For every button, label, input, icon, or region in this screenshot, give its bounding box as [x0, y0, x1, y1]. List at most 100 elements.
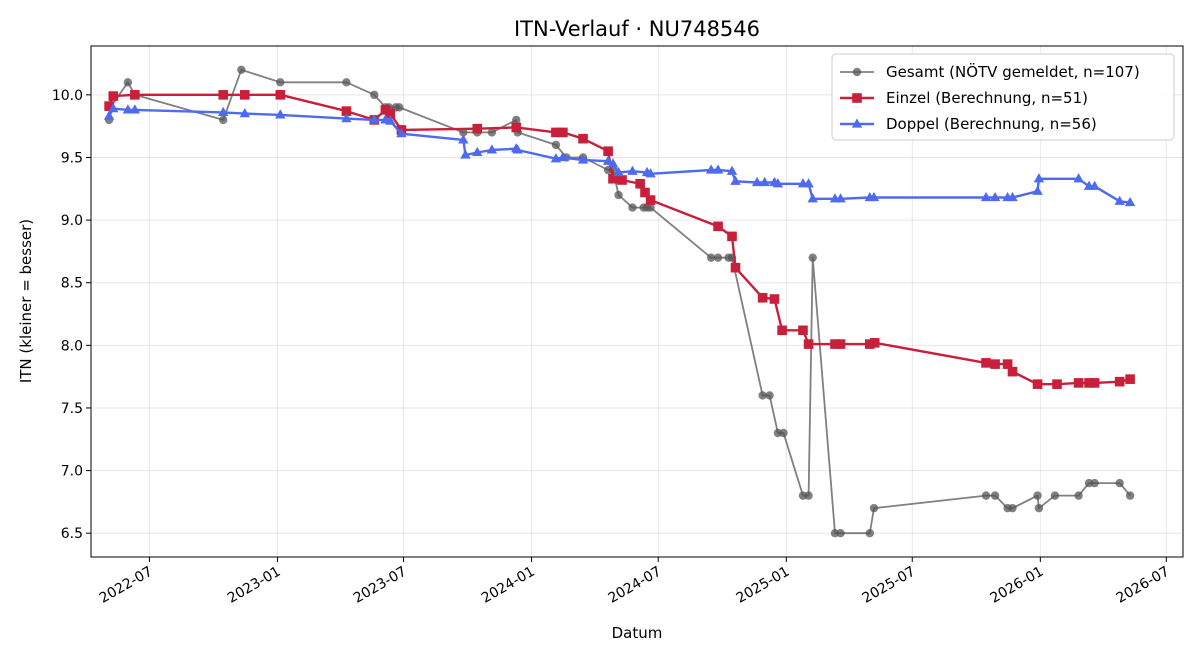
data-point	[804, 491, 813, 500]
data-point	[123, 78, 133, 87]
x-tick-label: 2023-07	[351, 564, 410, 607]
data-point	[803, 339, 814, 349]
data-point	[981, 491, 991, 500]
data-point	[1032, 379, 1043, 389]
data-point	[1073, 378, 1084, 388]
data-point	[706, 253, 716, 262]
data-point	[1114, 376, 1125, 387]
data-point	[219, 115, 228, 125]
y-tick-label: 8.0	[61, 338, 83, 354]
data-point	[275, 90, 286, 100]
data-point	[1032, 185, 1043, 195]
data-point	[765, 391, 774, 400]
data-point	[772, 178, 784, 188]
data-point	[129, 104, 141, 114]
data-point	[122, 104, 134, 114]
data-point	[713, 253, 723, 262]
data-point	[803, 178, 814, 188]
data-point	[1124, 196, 1136, 207]
x-tick-label: 2025-07	[860, 564, 919, 607]
data-point	[1090, 478, 1099, 488]
data-point	[1115, 478, 1124, 488]
data-point	[835, 339, 846, 349]
data-point	[990, 359, 1000, 369]
data-point	[640, 187, 650, 198]
series-triangle	[103, 103, 1136, 207]
data-point	[1007, 191, 1018, 202]
data-point	[1052, 379, 1062, 389]
data-point	[369, 114, 380, 124]
data-point	[460, 149, 471, 159]
data-point	[608, 173, 618, 184]
data-point	[385, 115, 396, 125]
data-point	[1084, 378, 1094, 388]
data-point	[868, 191, 880, 202]
data-point	[1034, 503, 1044, 513]
data-point	[385, 108, 396, 119]
data-point	[989, 191, 1001, 202]
data-point	[757, 292, 768, 303]
y-axis-label: ITN (kleiner = besser)	[17, 219, 35, 383]
data-point	[1125, 374, 1135, 384]
data-point	[370, 90, 379, 100]
data-point	[240, 90, 250, 100]
data-point	[646, 203, 655, 212]
plot-frame	[90, 45, 1184, 558]
data-point	[607, 158, 619, 168]
data-point	[396, 128, 407, 138]
y-tick-label: 8.5	[61, 276, 83, 292]
legend: Gesamt (NÖTV gemeldet, n=107) Einzel (Ber…	[831, 53, 1175, 141]
data-point	[551, 140, 561, 150]
data-point	[511, 122, 522, 133]
data-point	[617, 175, 627, 185]
legend-entry: Gesamt (NÖTV gemeldet, n=107)	[886, 62, 1140, 81]
data-point	[130, 90, 140, 100]
data-point	[835, 193, 846, 203]
data-point	[712, 164, 724, 174]
data-point	[1033, 491, 1042, 500]
x-tick-label: 2023-01	[225, 564, 284, 607]
data-point	[614, 190, 623, 200]
data-point	[275, 109, 286, 119]
data-point	[472, 146, 483, 157]
data-point	[1050, 491, 1060, 500]
data-point	[603, 146, 613, 157]
data-point	[108, 91, 119, 101]
data-point	[487, 128, 497, 137]
data-point	[869, 338, 880, 348]
x-tick-label: 2024-07	[606, 564, 665, 607]
data-point	[808, 253, 817, 262]
data-point	[751, 176, 763, 187]
data-point	[798, 325, 808, 336]
data-point	[512, 144, 523, 154]
data-point	[237, 65, 246, 74]
data-point	[777, 325, 787, 336]
y-tick-label: 9.0	[61, 213, 83, 229]
data-point	[627, 165, 638, 175]
data-point	[395, 103, 404, 112]
series-square	[104, 90, 1135, 389]
data-point	[1089, 180, 1100, 190]
legend-entry: Doppel (Berechnung, n=56)	[886, 115, 1097, 133]
data-point	[628, 203, 637, 212]
x-axis-label: Datum	[612, 624, 663, 642]
legend-frame	[831, 53, 1175, 141]
data-point	[458, 134, 469, 144]
data-point	[713, 221, 723, 232]
data-point	[1114, 195, 1125, 205]
data-point	[341, 106, 352, 116]
y-tick-label: 7.5	[61, 401, 83, 417]
data-point	[981, 358, 991, 368]
data-point	[730, 262, 741, 273]
data-point	[990, 491, 1000, 500]
data-point	[769, 294, 780, 304]
chart-title: ITN-Verlauf · NU748546	[514, 17, 760, 41]
data-point	[578, 133, 588, 144]
data-point	[218, 106, 229, 116]
data-point	[218, 90, 229, 100]
data-point	[980, 191, 992, 202]
data-point	[558, 127, 568, 138]
data-point	[1002, 359, 1013, 369]
data-point	[557, 151, 569, 162]
